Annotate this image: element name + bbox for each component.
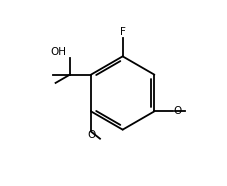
Text: O: O (87, 130, 95, 140)
Text: F: F (120, 27, 126, 37)
Text: OH: OH (50, 47, 66, 57)
Text: O: O (173, 106, 181, 116)
